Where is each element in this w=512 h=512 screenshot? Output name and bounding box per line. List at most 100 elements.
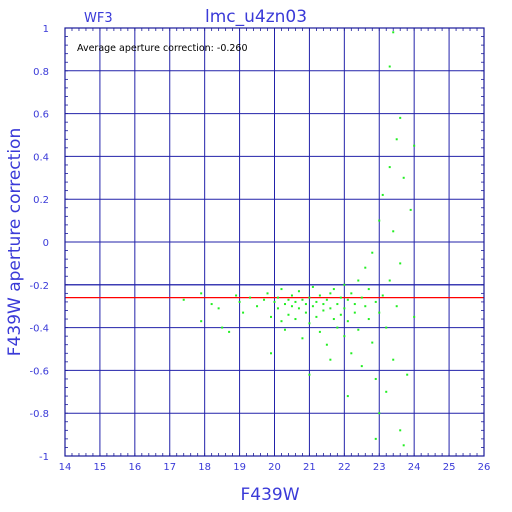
x-tick-label: 25 xyxy=(443,462,456,473)
data-point xyxy=(395,138,398,141)
x-tick-label: 24 xyxy=(408,462,421,473)
x-tick-label: 23 xyxy=(373,462,386,473)
data-point xyxy=(290,305,293,308)
x-tick-label: 18 xyxy=(198,462,211,473)
data-point xyxy=(308,322,311,325)
data-point xyxy=(332,288,335,291)
data-point xyxy=(346,298,349,301)
data-point xyxy=(294,300,297,303)
tick-marks xyxy=(64,28,485,457)
data-point xyxy=(221,326,224,329)
data-point xyxy=(399,262,402,265)
y-tick-label: 0.2 xyxy=(33,195,49,206)
data-point xyxy=(315,300,318,303)
x-tick-label: 26 xyxy=(478,462,491,473)
data-point xyxy=(346,320,349,323)
x-tick-label: 19 xyxy=(233,462,246,473)
data-point xyxy=(322,309,325,312)
data-point xyxy=(343,307,346,310)
data-point xyxy=(388,65,391,68)
data-point xyxy=(280,320,283,323)
y-tick-label: -0.6 xyxy=(29,366,49,377)
data-point xyxy=(360,296,363,299)
chart-title: lmc_u4zn03 xyxy=(205,7,307,27)
data-point xyxy=(318,294,321,297)
data-point xyxy=(360,365,363,368)
data-point xyxy=(297,290,300,293)
data-point xyxy=(374,300,377,303)
data-point xyxy=(378,412,381,415)
data-point xyxy=(367,318,370,321)
data-point xyxy=(364,266,367,269)
chip-label: WF3 xyxy=(84,11,113,26)
data-point xyxy=(297,307,300,310)
data-point xyxy=(395,305,398,308)
data-point xyxy=(287,313,290,316)
data-point xyxy=(385,390,388,393)
data-point xyxy=(210,303,213,306)
data-point xyxy=(413,144,416,147)
data-point xyxy=(392,230,395,233)
data-point xyxy=(399,429,402,432)
y-tick-label: 0 xyxy=(43,238,49,249)
data-point xyxy=(392,358,395,361)
y-tick-label: 1 xyxy=(43,24,49,35)
data-point xyxy=(182,298,185,301)
x-tick-label: 15 xyxy=(94,462,107,473)
data-point xyxy=(350,352,353,355)
data-point xyxy=(301,337,304,340)
data-point xyxy=(276,307,279,310)
x-tick-labels: 14 15 16 17 18 19 20 21 22 23 24 25 26 xyxy=(59,462,491,473)
data-point xyxy=(276,296,279,299)
data-point xyxy=(336,303,339,306)
data-point xyxy=(374,377,377,380)
data-point xyxy=(200,320,203,323)
data-point xyxy=(399,116,402,119)
x-tick-label: 16 xyxy=(128,462,141,473)
data-point xyxy=(308,296,311,299)
data-point xyxy=(217,307,220,310)
data-point xyxy=(402,444,405,447)
data-point xyxy=(343,335,346,338)
data-point xyxy=(270,352,273,355)
data-point xyxy=(367,288,370,291)
data-point xyxy=(409,208,412,211)
data-point xyxy=(353,303,356,306)
data-point xyxy=(249,296,252,299)
y-tick-label: 0.4 xyxy=(33,152,49,163)
x-tick-label: 21 xyxy=(303,462,316,473)
data-point xyxy=(329,358,332,361)
data-point xyxy=(406,373,409,376)
y-tick-label: -0.4 xyxy=(29,324,49,335)
data-point xyxy=(378,311,381,314)
x-tick-label: 20 xyxy=(268,462,281,473)
data-point xyxy=(413,315,416,318)
data-point xyxy=(385,326,388,329)
y-tick-label: -0.2 xyxy=(29,281,49,292)
data-point xyxy=(304,303,307,306)
data-point xyxy=(350,292,353,295)
data-point xyxy=(339,313,342,316)
data-point xyxy=(353,311,356,314)
data-point xyxy=(357,279,360,282)
data-point xyxy=(280,288,283,291)
data-point xyxy=(374,437,377,440)
data-point xyxy=(270,315,273,318)
data-point xyxy=(318,330,321,333)
reference-lines xyxy=(65,284,484,299)
data-point xyxy=(346,395,349,398)
data-point xyxy=(339,296,342,299)
data-point xyxy=(388,166,391,169)
data-point xyxy=(311,305,314,308)
data-point xyxy=(287,298,290,301)
data-point xyxy=(343,283,346,286)
data-points xyxy=(182,31,416,447)
y-tick-label: 0.8 xyxy=(33,67,49,78)
data-point xyxy=(266,292,269,295)
data-point xyxy=(325,298,328,301)
data-point xyxy=(308,373,311,376)
y-axis-title: F439W aperture correction xyxy=(5,128,25,356)
data-point xyxy=(242,311,245,314)
